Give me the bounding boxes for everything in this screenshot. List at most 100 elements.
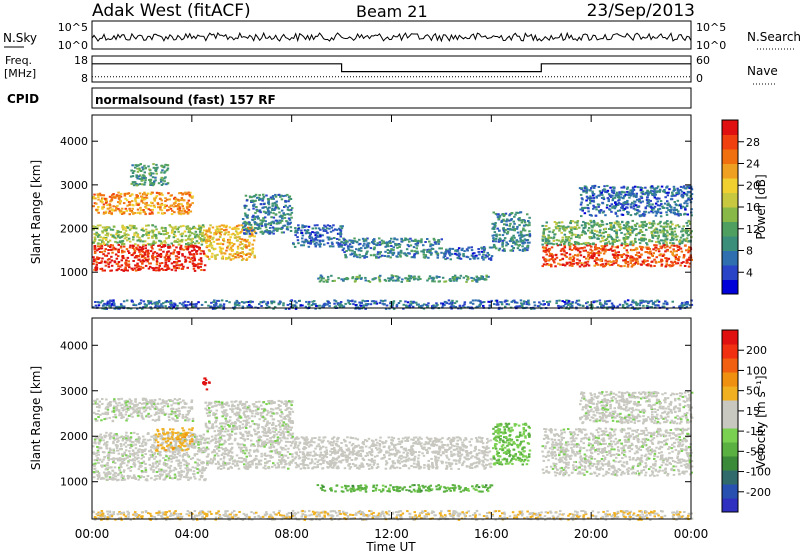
range-cell: [160, 203, 164, 206]
range-cell: [262, 219, 266, 222]
range-cell: [612, 260, 615, 263]
range-cell: [148, 168, 151, 171]
range-cell: [598, 299, 602, 302]
range-cell: [144, 213, 147, 216]
range-cell: [687, 258, 691, 261]
range-cell: [600, 303, 603, 306]
range-cell: [251, 300, 254, 303]
range-cell: [176, 304, 179, 307]
range-cell: [294, 227, 297, 230]
range-cell: [228, 241, 232, 244]
range-cell: [132, 236, 135, 239]
range-cell: [542, 300, 545, 303]
range-cell: [555, 242, 558, 245]
range-cell: [222, 303, 226, 306]
range-cell: [454, 249, 458, 252]
range-cell: [523, 229, 527, 232]
range-cell: [184, 191, 187, 194]
range-cell: [313, 239, 316, 242]
range-cell: [216, 299, 219, 302]
range-cell: [143, 191, 146, 194]
range-cell: [475, 275, 478, 278]
range-cell: [300, 244, 303, 247]
range-cell: [509, 238, 513, 241]
range-cell: [169, 252, 173, 255]
range-cell: [607, 193, 611, 196]
range-cell: [518, 249, 522, 252]
range-cell: [267, 200, 270, 203]
range-cell: [128, 240, 132, 243]
range-cell: [571, 220, 575, 223]
range-cell: [272, 307, 275, 310]
range-cell: [194, 230, 198, 233]
range-cell: [575, 299, 579, 302]
range-cell: [135, 183, 138, 185]
range-cell: [134, 264, 137, 267]
range-cell: [192, 264, 196, 267]
range-cell: [122, 202, 126, 205]
range-cell: [117, 255, 120, 258]
range-cell: [136, 451, 139, 454]
range-cell: [508, 219, 511, 222]
range-cell: [188, 260, 192, 263]
range-cell: [512, 241, 515, 244]
range-cell: [580, 262, 583, 265]
range-cell: [595, 208, 598, 211]
range-cell: [644, 238, 647, 241]
range-cell: [130, 182, 133, 185]
range-cell: [257, 226, 261, 229]
range-cell: [99, 251, 102, 253]
range-cell: [630, 225, 634, 228]
range-cell: [242, 239, 246, 242]
range-cell: [337, 245, 341, 248]
range-cell: [284, 308, 288, 310]
range-cell: [364, 279, 367, 282]
range-cell: [96, 245, 100, 248]
range-cell: [648, 238, 651, 241]
power-heatmap: [92, 163, 694, 310]
range-cell: [342, 279, 345, 282]
range-cell: [552, 237, 555, 240]
range-cell: [685, 221, 688, 224]
range-cell: [323, 243, 326, 246]
range-cell: [125, 233, 129, 236]
range-cell: [231, 255, 235, 257]
range-cell: [244, 214, 247, 217]
range-cell: [573, 247, 576, 250]
range-cell: [653, 190, 657, 193]
range-cell: [348, 249, 352, 252]
range-cell: [688, 223, 692, 225]
range-cell: [584, 241, 588, 244]
range-cell: [111, 228, 115, 231]
range-cell: [526, 224, 530, 227]
range-cell: [143, 164, 146, 167]
range-cell: [538, 301, 541, 304]
range-cell: [580, 197, 584, 200]
range-cell: [266, 207, 269, 210]
range-cell: [602, 306, 606, 309]
range-cell: [218, 236, 222, 238]
range-cell: [155, 266, 158, 269]
range-cell: [616, 209, 620, 212]
range-cell: [568, 245, 572, 248]
range-cell: [560, 253, 563, 256]
range-cell: [180, 197, 184, 200]
range-cell: [122, 226, 125, 229]
range-cell: [308, 300, 311, 303]
range-cell: [483, 247, 487, 250]
range-cell: [463, 250, 466, 253]
range-cell: [163, 171, 166, 174]
range-cell: [592, 219, 596, 222]
range-cell: [558, 299, 561, 302]
range-cell: [111, 194, 114, 197]
range-cell: [643, 210, 646, 213]
range-cell: [556, 227, 560, 230]
range-cell: [637, 255, 640, 257]
range-cell: [626, 201, 629, 204]
range-cell: [625, 243, 629, 245]
range-cell: [645, 228, 648, 231]
range-cell: [227, 238, 230, 241]
range-cell: [444, 258, 447, 261]
range-cell: [251, 247, 255, 250]
range-cell: [688, 185, 691, 188]
